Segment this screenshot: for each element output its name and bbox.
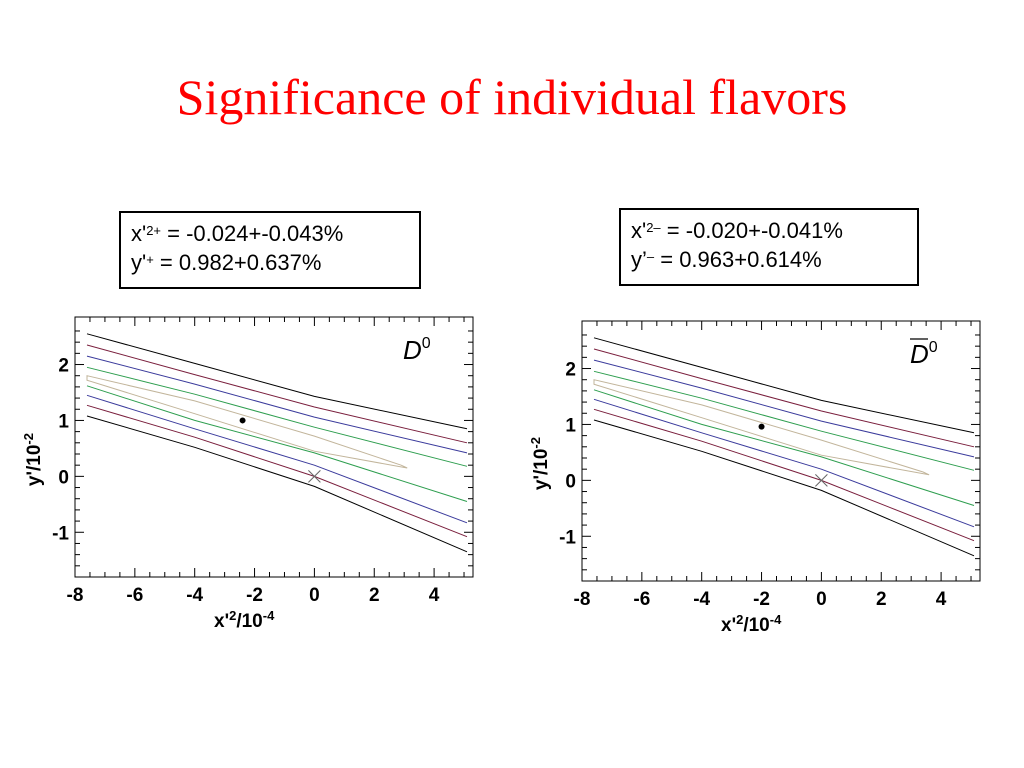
y-tick-label: 1 [565,415,576,436]
x-tick-label: 2 [876,589,887,610]
contour-upper-line [593,370,975,471]
contour-upper-line [593,337,975,434]
x-axis-title: x'2/10-4 [214,608,275,632]
y-tick-label: 0 [58,467,69,488]
x-result-row: x'2– = -0.020+-0.041% [631,216,907,245]
x-prefix: x' [131,221,147,246]
contour-upper-line [86,344,468,444]
contour-upper-line [593,348,975,448]
no-mixing-marker [308,470,321,483]
x-tick-label: -8 [67,585,84,606]
y-tick-label: -1 [559,527,576,548]
contour-chart-d0bar: -8 -6 -4 -2 0 2 4 -1 0 1 2 x'2/10-4 y'/10-2 D0 [527,316,987,646]
x-tick-label: 4 [936,589,947,610]
x-tick-label: -8 [574,589,591,610]
contour-lower-line [86,415,468,553]
y-tick-label: 2 [565,360,576,381]
contour-chart-svg: -8 -6 -4 -2 0 2 4 -1 0 1 2 x'2/10-4 y'/10-2 D0 [21,316,474,632]
y-axis-title: y'/10-2 [21,433,45,486]
y-result-row: y’– = 0.963+0.614% [631,245,907,274]
x-axis-title: x'2/10-4 [721,612,782,636]
x-tick-label: -6 [633,589,650,610]
contour-upper-line [593,359,975,458]
contour-lower-line [593,398,975,528]
x-superscript: 2+ [146,223,162,238]
y-superscript: – [646,249,655,264]
x-prefix: x' [631,218,647,243]
x-result-row: x'2+ = -0.024+-0.043% [131,219,409,248]
x-value: = -0.020+-0.041% [660,218,843,243]
x-tick-label: -4 [186,585,203,606]
y-tick-label: 1 [58,411,69,432]
flavor-label: D0 [403,335,431,365]
x-value: = -0.024+-0.043% [161,221,344,246]
flavor-label: D0 [910,339,938,369]
y-axis-title: y'/10-2 [528,437,552,490]
contour-lower-line [593,408,975,542]
contour-lower-line [86,385,468,502]
contour-chart-svg: -8 -6 -4 -2 0 2 4 -1 0 1 2 x'2/10-4 y'/10-2 D0 [528,320,981,636]
contour-lower-line [593,419,975,557]
y-value: = 0.982+0.637% [153,250,322,275]
y-tick-label: 0 [565,471,576,492]
contour-upper-line [86,366,468,467]
y-value: = 0.963+0.614% [654,247,822,272]
x-tick-label: -6 [126,585,143,606]
contour-lower-line [86,394,468,524]
contour-upper-line [86,355,468,454]
y-tick-label: 2 [58,356,69,377]
x-tick-label: -4 [693,589,710,610]
x-tick-label: -2 [246,585,263,606]
contour-inner [86,375,408,469]
y-prefix: y’ [631,247,647,272]
no-mixing-marker [815,474,828,487]
contour-chart-d0: -8 -6 -4 -2 0 2 4 -1 0 1 2 x'2/10-4 y'/10-2 D0 [20,312,480,642]
fit-result-box-d0bar: x'2– = -0.020+-0.041% y’– = 0.963+0.614% [619,208,919,286]
x-tick-label: 0 [816,589,827,610]
y-result-row: y'+ = 0.982+0.637% [131,248,409,277]
contour-inner [593,379,930,476]
y-prefix: y' [131,250,147,275]
x-tick-label: 0 [309,585,320,606]
x-superscript: 2– [646,220,661,235]
contour-upper-line [86,333,468,430]
best-fit-point [239,417,246,424]
contour-lower-line [86,404,468,538]
x-tick-label: 4 [429,585,440,606]
fit-result-box-d0: x'2+ = -0.024+-0.043% y'+ = 0.982+0.637% [119,211,421,289]
x-tick-label: 2 [369,585,380,606]
slide-title: Significance of individual flavors [176,69,848,125]
y-tick-label: -1 [52,523,69,544]
contour-lower-line [593,389,975,506]
y-superscript: + [146,252,154,267]
best-fit-point [758,423,765,430]
x-tick-label: -2 [753,589,770,610]
